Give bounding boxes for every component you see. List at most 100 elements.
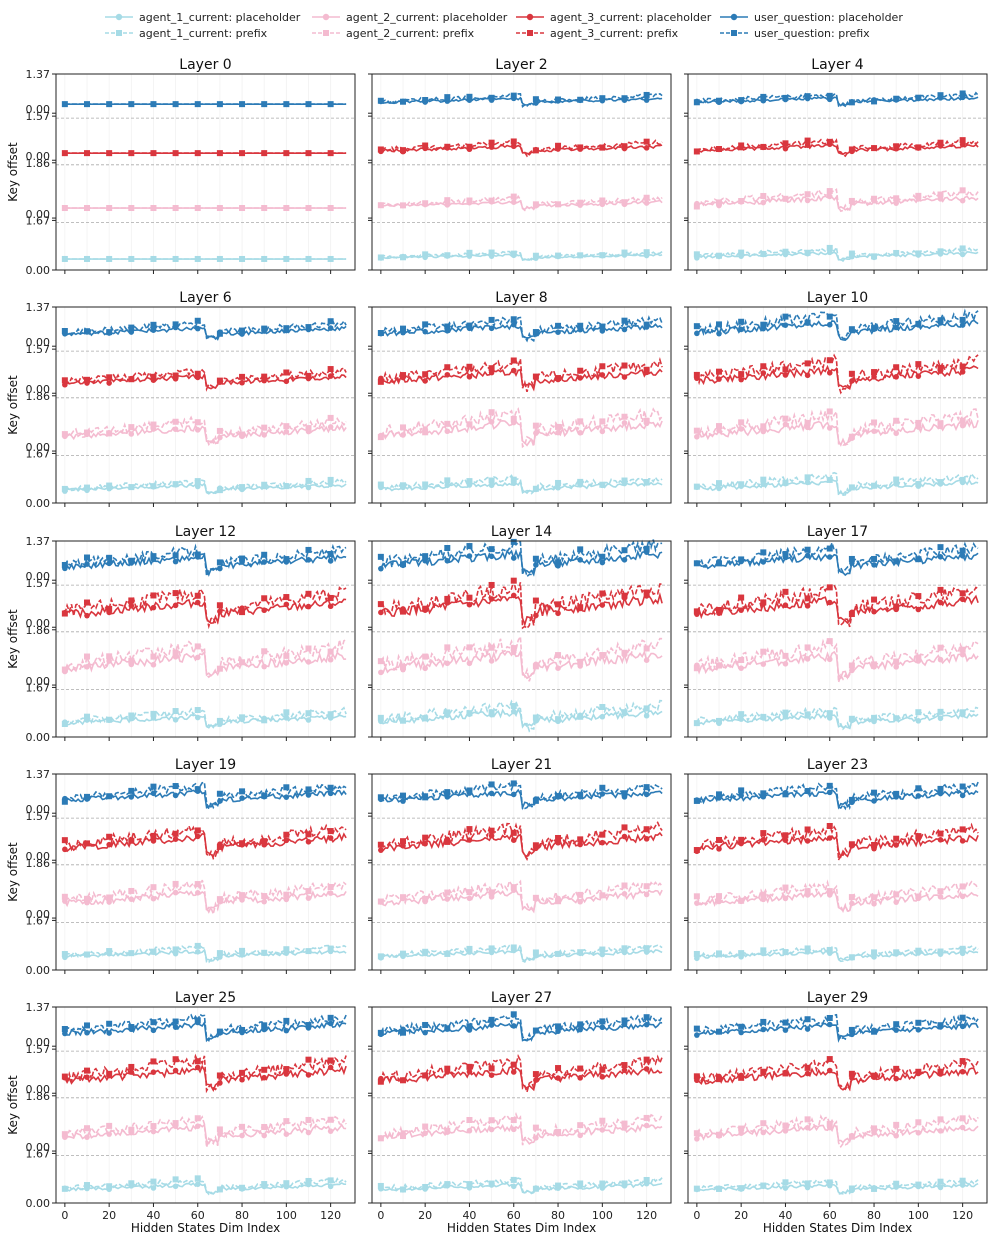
x-tick-label: 80 [551,1209,565,1222]
point-agent_1_current-prefix [510,702,517,709]
point-agent_2_current-placeholder [871,900,877,907]
point-agent_1_current-prefix [106,716,113,723]
point-agent_1_current-placeholder [305,717,312,723]
point-agent_2_current-prefix [782,415,789,422]
point-agent_3_current-prefix [577,144,584,151]
point-agent_3_current-placeholder [466,373,473,380]
point-user_question-prefix [194,317,201,324]
point-user_question-prefix [532,797,539,804]
point-agent_3_current-prefix [826,1056,833,1063]
point-user_question-prefix [377,553,384,560]
point-user_question-prefix [693,99,700,106]
y-tick-label: 0.00 [26,1083,51,1096]
point-agent_2_current-prefix [555,898,562,905]
legend-item: agent_3_current: prefix [516,27,679,40]
point-user_question-placeholder [959,553,966,559]
point-agent_1_current-placeholder [599,1185,606,1191]
point-user_question-placeholder [327,325,334,331]
point-user_question-prefix [128,324,135,331]
point-user_question-prefix [959,1014,966,1021]
point-user_question-prefix [937,1022,944,1029]
point-agent_1_current-prefix [848,954,855,961]
series-line-user_question-prefix [380,1012,663,1042]
series-line-user_question-prefix [64,1013,347,1043]
point-agent_3_current-prefix [194,150,201,157]
point-agent_2_current-prefix [716,893,723,900]
point-agent_3_current-prefix [760,363,767,370]
x-tick-label: 40 [146,1209,160,1222]
point-agent_2_current-placeholder [194,889,201,896]
point-agent_2_current-prefix [444,644,451,651]
point-agent_3_current-prefix [532,147,539,154]
x-tick-label: 120 [320,1209,341,1222]
point-agent_1_current-prefix [327,945,334,952]
point-agent_3_current-placeholder [826,369,833,376]
point-agent_3_current-prefix [804,360,811,367]
point-agent_1_current-prefix [61,485,68,492]
point-agent_3_current-prefix [555,601,562,608]
point-agent_2_current-prefix [804,191,811,198]
point-user_question-placeholder [738,1029,744,1036]
point-agent_3_current-placeholder [239,1076,245,1083]
point-agent_1_current-prefix [283,255,290,262]
point-user_question-prefix [239,1026,246,1033]
point-agent_1_current-prefix [61,255,68,262]
point-agent_3_current-prefix [599,1066,606,1073]
point-agent_1_current-prefix [305,255,312,262]
point-agent_3_current-prefix [261,838,268,845]
point-agent_3_current-prefix [400,1077,407,1084]
point-user_question-prefix [106,1020,113,1027]
point-agent_3_current-placeholder [804,1070,811,1077]
point-agent_2_current-prefix [760,648,767,655]
point-agent_3_current-prefix [106,150,113,157]
point-agent_2_current-prefix [782,195,789,202]
point-agent_3_current-prefix [106,605,113,612]
point-agent_2_current-prefix [444,889,451,896]
point-agent_2_current-prefix [826,638,833,645]
point-agent_1_current-prefix [239,714,246,721]
point-user_question-prefix [283,556,290,563]
point-agent_1_current-placeholder [871,954,877,960]
point-user_question-prefix [760,321,767,328]
point-agent_1_current-prefix [716,950,723,957]
y-tick-label: 0.00 [26,803,51,816]
point-agent_3_current-prefix [305,150,312,157]
point-user_question-prefix [488,94,495,101]
point-agent_2_current-prefix [444,420,451,427]
point-agent_1_current-prefix [738,249,745,256]
point-agent_2_current-placeholder [694,1136,700,1142]
point-user_question-prefix [239,101,246,108]
point-user_question-prefix [621,790,628,797]
point-user_question-prefix [915,1019,922,1026]
point-agent_1_current-placeholder [959,251,966,258]
y-tick-label: 0.00 [26,336,51,349]
point-agent_2_current-prefix [871,419,878,426]
point-user_question-placeholder [694,330,700,337]
point-user_question-prefix [422,1021,429,1028]
series-line-agent_3_current-prefix [380,820,663,861]
point-agent_2_current-placeholder [555,665,561,671]
point-user_question-prefix [716,321,723,328]
point-agent_3_current-prefix [422,1072,429,1079]
point-agent_2_current-prefix [804,888,811,895]
panel-layer-23: Layer 23 [684,757,988,974]
point-agent_1_current-prefix [871,253,878,260]
point-agent_2_current-placeholder [893,200,899,206]
point-agent_1_current-prefix [172,946,179,953]
point-user_question-prefix [216,1028,223,1035]
point-agent_2_current-placeholder [261,898,267,905]
point-agent_1_current-prefix [194,942,201,949]
point-agent_1_current-prefix [488,477,495,484]
point-agent_3_current-prefix [377,601,384,608]
point-agent_1_current-placeholder [826,715,833,721]
point-agent_1_current-prefix [510,476,517,483]
point-user_question-prefix [305,1022,312,1029]
point-agent_2_current-prefix [150,421,157,428]
point-agent_2_current-placeholder [959,422,966,429]
point-agent_2_current-prefix [643,645,650,652]
point-user_question-prefix [261,551,268,558]
point-agent_3_current-prefix [937,139,944,146]
point-agent_3_current-placeholder [643,145,650,151]
point-user_question-prefix [61,561,68,568]
point-agent_3_current-prefix [84,150,91,157]
